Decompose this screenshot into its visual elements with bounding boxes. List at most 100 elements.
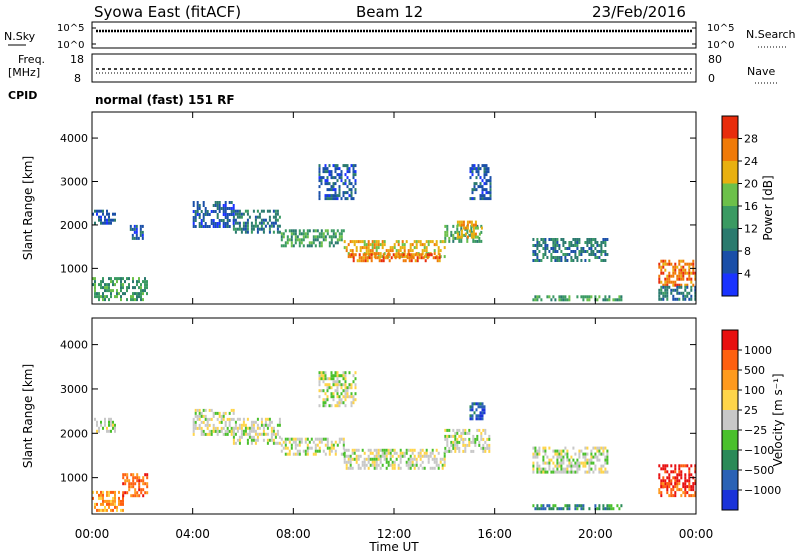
power-echo-cell xyxy=(536,238,539,241)
power-echo-cell xyxy=(472,229,475,233)
power-echo-cell xyxy=(668,271,671,275)
power-echo-cell xyxy=(222,222,225,225)
velocity-echo-cell xyxy=(288,452,291,456)
power-echo-cell xyxy=(234,230,237,234)
velocity-echo-cell xyxy=(351,457,354,461)
power-echo-cell xyxy=(590,250,593,253)
power-echo-cell xyxy=(216,207,219,210)
power-echo-cell xyxy=(340,179,343,183)
velocity-echo-region xyxy=(444,428,491,453)
power-echo-cell xyxy=(141,233,144,237)
power-echo-cell xyxy=(554,250,557,253)
velocity-echo-cell xyxy=(479,414,482,418)
power-echo-cell xyxy=(192,204,195,207)
power-echo-cell xyxy=(456,230,459,234)
velocity-echo-cell xyxy=(124,491,127,495)
power-echo-cell xyxy=(534,259,537,262)
power-echo-cell xyxy=(456,220,459,224)
power-echo-region xyxy=(456,220,483,239)
power-echo-cell xyxy=(660,291,663,295)
velocity-echo-cell xyxy=(369,457,372,461)
power-echo-cell xyxy=(232,227,235,231)
power-echo-cell xyxy=(375,240,378,244)
power-echo-cell xyxy=(374,253,377,257)
power-echo-cell xyxy=(481,188,484,192)
velocity-echo-cell xyxy=(222,411,225,415)
power-echo-cell xyxy=(428,253,431,257)
velocity-echo-cell xyxy=(674,467,677,471)
velocity-echo-cell xyxy=(546,470,549,474)
velocity-echo-cell xyxy=(475,408,478,412)
power-echo-cell xyxy=(139,227,142,231)
power-echo-cell xyxy=(140,295,142,299)
power-echo-cell xyxy=(532,253,535,256)
velocity-echo-cell xyxy=(324,437,327,441)
velocity-echo-cell xyxy=(294,440,297,444)
velocity-echo-cell xyxy=(387,448,390,452)
velocity-echo-cell xyxy=(574,504,577,508)
power-echo-cell xyxy=(684,262,687,266)
power-echo-cell xyxy=(452,224,455,228)
power-echo-cell xyxy=(320,182,323,186)
power-echo-cell xyxy=(552,241,555,244)
power-echo-cell xyxy=(266,221,269,225)
velocity-echo-cell xyxy=(387,463,390,467)
power-echo-cell xyxy=(324,229,327,233)
power-y-label: Slant Range [km] xyxy=(21,156,35,260)
power-echo-cell xyxy=(684,268,687,272)
velocity-echo-cell xyxy=(688,470,691,474)
power-echo-cell xyxy=(206,225,209,228)
power-echo-cell xyxy=(198,216,201,219)
power-echo-cell xyxy=(100,283,102,287)
velocity-echo-cell xyxy=(481,417,484,421)
power-echo-cell xyxy=(364,259,367,263)
power-echo-cell xyxy=(666,283,669,287)
velocity-echo-cell xyxy=(586,446,589,450)
velocity-echo-cell xyxy=(484,449,487,453)
power-echo-cell xyxy=(310,241,313,245)
power-echo-cell xyxy=(582,250,585,253)
velocity-echo-cell xyxy=(592,455,595,459)
velocity-colorbar-swatch xyxy=(722,330,738,350)
power-echo-cell xyxy=(294,232,297,236)
power-echo-cell xyxy=(692,262,695,266)
power-echo-cell xyxy=(604,259,607,262)
velocity-echo-cell xyxy=(280,449,283,453)
power-echo-cell xyxy=(234,221,237,225)
power-echo-cell xyxy=(144,286,146,290)
power-echo-cell xyxy=(270,224,273,228)
velocity-echo-cell xyxy=(443,451,446,455)
velocity-echo-cell xyxy=(670,464,673,468)
velocity-echo-cell xyxy=(288,449,291,453)
power-echo-cell xyxy=(258,221,261,225)
velocity-echo-cell xyxy=(448,446,451,450)
velocity-echo-cell xyxy=(462,437,465,441)
power-echo-cell xyxy=(662,285,665,289)
power-echo-cell xyxy=(246,218,249,222)
power-echo-cell xyxy=(462,233,465,237)
velocity-echo-cell xyxy=(326,437,329,441)
velocity-echo-cell xyxy=(114,496,116,500)
power-echo-cell xyxy=(104,298,106,302)
velocity-echo-cell xyxy=(538,467,541,471)
power-echo-cell xyxy=(415,246,418,250)
power-echo-cell xyxy=(340,235,343,239)
velocity-echo-cell xyxy=(220,420,223,424)
velocity-echo-cell xyxy=(558,452,561,456)
velocity-echo-cell xyxy=(256,417,259,421)
velocity-echo-cell xyxy=(560,507,563,511)
power-echo-cell xyxy=(352,185,355,189)
power-echo-cell xyxy=(272,221,275,225)
velocity-echo-cell xyxy=(304,449,307,453)
power-echo-cell xyxy=(604,298,607,302)
power-echo-cell xyxy=(544,238,547,241)
velocity-echo-cell xyxy=(458,440,461,444)
power-echo-cell xyxy=(452,239,455,243)
power-echo-cell xyxy=(481,194,484,198)
power-echo-cell xyxy=(308,244,311,248)
power-echo-cell xyxy=(580,250,583,253)
velocity-echo-cell xyxy=(584,446,587,450)
velocity-echo-cell xyxy=(144,482,147,486)
velocity-echo-cell xyxy=(409,448,412,452)
power-colorbar-swatch xyxy=(722,273,738,296)
